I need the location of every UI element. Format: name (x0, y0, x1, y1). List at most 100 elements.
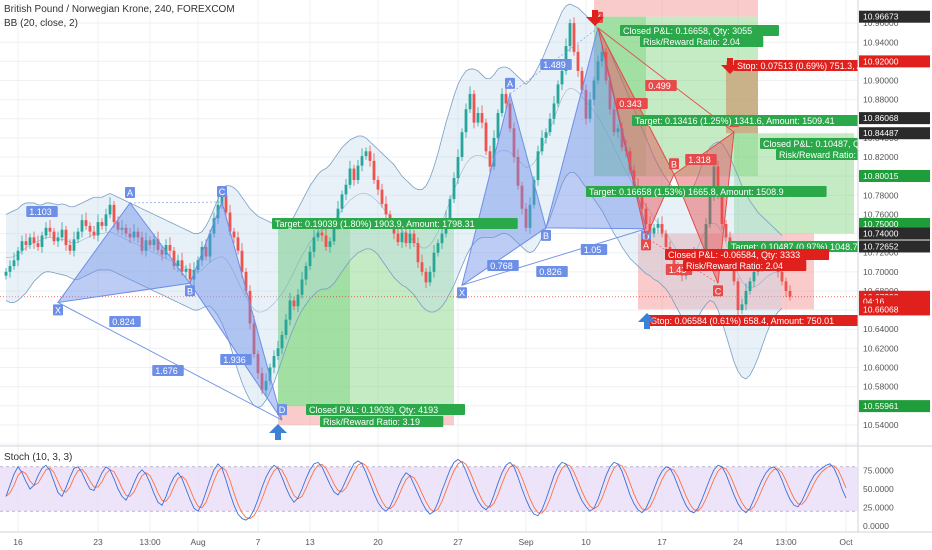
trade1-target-label: Target: 0.19039 (1.80%) 1903.9, Amount: … (275, 219, 475, 229)
time-tick: 27 (453, 537, 463, 547)
pattern-left-bcd (189, 200, 283, 421)
pattern-left-vertex-box (185, 285, 195, 297)
time-tick: 20 (373, 537, 383, 547)
pattern-left-vertex-box (277, 404, 287, 416)
ratio-mid-3: 0.826 (539, 267, 562, 277)
pattern-mid-vertex-a: A (507, 79, 513, 89)
pattern-mid-bcd (545, 27, 647, 230)
ratio-left-3-box (220, 354, 252, 365)
trade4-rr-label-box (683, 260, 807, 271)
pattern-mid-vertex-x: X (459, 288, 465, 298)
price-label: 10.86068 (863, 113, 899, 123)
price-label-box (859, 10, 930, 23)
stoch-legend[interactable]: Stoch (10, 3, 3) (4, 452, 73, 463)
ratio-mid-2-box (487, 260, 519, 271)
buy-arrow-icon-2 (638, 313, 656, 329)
price-label: 10.80015 (863, 171, 899, 181)
ratio-left-4: 1.676 (155, 366, 178, 376)
ratio-mid-2: 0.768 (490, 261, 513, 271)
price-tick: 10.94000 (863, 37, 899, 47)
price-label-box (859, 55, 930, 68)
ratio-left-4-box (152, 365, 184, 376)
ratio-right-4: 1.43 (669, 265, 687, 275)
ratio-mid-3-box (536, 266, 568, 277)
price-label-box (859, 240, 930, 253)
pattern-mid-xd (461, 228, 647, 286)
pattern-mid-xab (461, 91, 547, 287)
bollinger-legend[interactable]: BB (20, close, 2) (4, 18, 78, 29)
price-tick: 10.60000 (863, 362, 899, 372)
pattern-left-vertex-d: D (279, 405, 286, 415)
pattern-left-vertex-b: B (187, 286, 193, 296)
pattern-left-ac (129, 201, 223, 204)
price-tick: 10.96000 (863, 18, 899, 28)
pattern-left-vertex-x: X (55, 305, 61, 315)
stoch-tick: 75.0000 (863, 466, 894, 476)
pattern-right-vertex-b: B (671, 159, 677, 169)
price-tick: 10.90000 (863, 76, 899, 86)
trade1-rr-label-box (320, 416, 444, 427)
time-tick: 13:00 (139, 537, 161, 547)
trade4-closed-label-box (665, 249, 830, 260)
time-tick: 10 (581, 537, 591, 547)
ratio-left-1-box (26, 206, 58, 217)
price-label: 10.92000 (863, 56, 899, 66)
time-tick: 17 (657, 537, 667, 547)
ratio-mid-4: 1.05 (584, 245, 602, 255)
price-label: 10.55961 (863, 401, 899, 411)
trade4-rr-label: Risk/Reward Ratio: 2.04 (686, 261, 783, 271)
trade4-stop-label-box (648, 315, 874, 326)
pattern-left-xab (56, 202, 191, 304)
time-tick: 24 (733, 537, 743, 547)
ratio-left-1: 1.103 (29, 207, 52, 217)
price-label: 10.84487 (863, 128, 899, 138)
stoch-tick: 25.0000 (863, 503, 894, 513)
pattern-right-vertex-box (641, 239, 651, 251)
price-tick: 10.88000 (863, 95, 899, 105)
price-label: 10.96673 (863, 12, 899, 22)
pattern-right-vertex-c: C (715, 286, 722, 296)
symbol-title: British Pound / Norwegian Krone, 240, FO… (4, 4, 235, 15)
pattern-right-vertex-box (713, 285, 723, 297)
pattern-right-vertex-box (669, 158, 679, 170)
ratio-mid-1: 1.489 (543, 60, 566, 70)
ratio-right-2: 0.343 (619, 99, 642, 109)
ratio-mid-4-box (580, 244, 608, 255)
trade2-target-b-label: Target: 0.16658 (1.53%) 1665.8, Amount: … (589, 187, 784, 197)
pattern-right-vertex-a: A (643, 240, 649, 250)
trade2-closed-label-box (620, 25, 779, 36)
bollinger-fill (6, 4, 782, 408)
ratio-left-3: 1.936 (223, 355, 246, 365)
ratio-mid-1-box (540, 59, 572, 70)
pattern-left-vertex-box (217, 186, 227, 197)
pattern-left-vertex-a: A (127, 188, 133, 198)
price-label: 10.72652 (863, 241, 899, 251)
stoch-band (0, 466, 858, 512)
stoch-tick: 50.0000 (863, 484, 894, 494)
stoch-tick: 0.0000 (863, 521, 889, 531)
price-tick: 10.70000 (863, 267, 899, 277)
stoch-d-line (5, 460, 847, 520)
price-scale-bg (858, 0, 932, 532)
price-tick: 10.72000 (863, 248, 899, 258)
price-tick: 10.82000 (863, 152, 899, 162)
ratio-right-1: 0.499 (648, 81, 671, 91)
price-label: 10.75000 (863, 219, 899, 229)
trade4-stop-label: Stop: 0.06584 (0.61%) 658.4, Amount: 750… (651, 316, 834, 326)
time-tick: Sep (518, 537, 533, 547)
ratio-right-1-box (645, 80, 677, 91)
trade2-loss-zone (594, 0, 758, 17)
time-tick: Aug (190, 537, 205, 547)
sell-arrow-icon-2 (721, 58, 739, 74)
price-label-box (859, 227, 930, 240)
ratio-right-3-box (685, 154, 717, 165)
sell-arrow-icon (586, 10, 604, 26)
price-label-box (859, 112, 930, 125)
buy-arrow-icon (269, 424, 287, 440)
price-label: 10.74000 (863, 229, 899, 239)
pattern-left-vertex-c: C (219, 187, 226, 197)
price-tick: 10.62000 (863, 343, 899, 353)
trade1-target-label-box (272, 218, 518, 229)
stoch-k-line (5, 458, 847, 521)
